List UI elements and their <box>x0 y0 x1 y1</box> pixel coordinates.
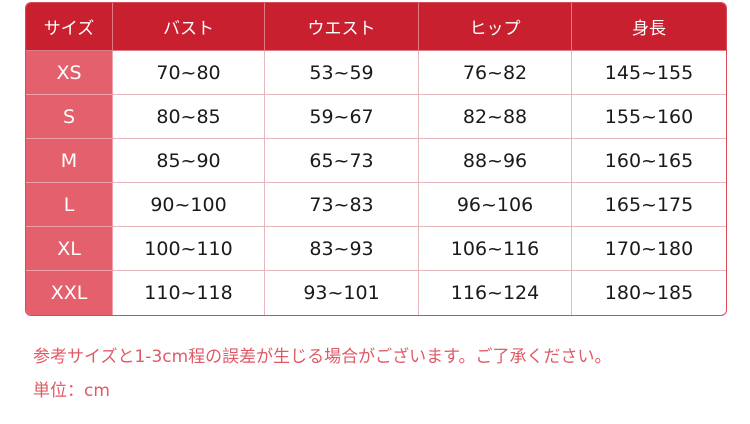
table-row: S 80~85 59~67 82~88 155~160 <box>26 95 726 139</box>
column-header: 身長 <box>572 3 726 51</box>
table-header-row: サイズ バスト ウエスト ヒップ 身長 <box>26 3 726 51</box>
measurement-cell: 53~59 <box>265 51 419 95</box>
measurement-cell: 80~85 <box>113 95 265 139</box>
measurement-cell: 100~110 <box>113 227 265 271</box>
measurement-cell: 155~160 <box>572 95 726 139</box>
measurement-cell: 180~185 <box>604 282 694 304</box>
column-header: ヒップ <box>419 3 572 51</box>
column-header: ウエスト <box>265 3 419 51</box>
measurement-cell: 76~82 <box>419 51 572 95</box>
measurement-cell: 116~124 <box>419 271 572 315</box>
measurement-cell: 96~106 <box>419 183 572 227</box>
unit-note: 単位：cm <box>33 381 110 401</box>
table-row: M 85~90 65~73 88~96 160~165 <box>26 139 726 183</box>
measurement-cell: 165~175 <box>572 183 726 227</box>
column-header: サイズ <box>26 3 113 51</box>
measurement-cell: 59~67 <box>265 95 419 139</box>
measurement-cell: 82~88 <box>419 95 572 139</box>
size-chart-table: サイズ バスト ウエスト ヒップ 身長 XS 70~80 53~59 76~82 145~155 S… <box>25 2 727 316</box>
measurement-cell: 85~90 <box>113 139 265 183</box>
table-row: XL 100~110 83~93 106~116 170~180 <box>26 227 726 271</box>
table-row: L 90~100 73~83 96~106 165~175 <box>26 183 726 227</box>
measurement-cell: 93~101 <box>265 271 419 315</box>
measurement-cell: 110~118 <box>113 271 265 315</box>
table-row: XXL 110~118 93~101 116~124 180~185 <box>26 271 726 315</box>
size-label-cell: L <box>26 183 113 227</box>
measurement-cell: 73~83 <box>265 183 419 227</box>
tolerance-note: 参考サイズと1-3cm程の誤差が生じる場合がございます。ご了承ください。 <box>33 347 612 367</box>
measurement-cell: 83~93 <box>265 227 419 271</box>
measurement-cell: 70~80 <box>113 51 265 95</box>
measurement-cell: 170~180 <box>572 227 726 271</box>
size-label-cell: M <box>26 139 113 183</box>
measurement-cell: 90~100 <box>113 183 265 227</box>
size-label-cell: XL <box>26 227 113 271</box>
measurement-cell: 145~155 <box>572 51 726 95</box>
measurement-cell: 65~73 <box>265 139 419 183</box>
column-header: バスト <box>113 3 265 51</box>
measurement-cell: 88~96 <box>419 139 572 183</box>
size-label-cell: XXL <box>26 271 113 315</box>
measurement-cell: 106~116 <box>419 227 572 271</box>
measurement-cell: 160~165 <box>572 139 726 183</box>
size-label-cell: S <box>26 95 113 139</box>
table-row: XS 70~80 53~59 76~82 145~155 <box>26 51 726 95</box>
size-label-cell: XS <box>26 51 113 95</box>
